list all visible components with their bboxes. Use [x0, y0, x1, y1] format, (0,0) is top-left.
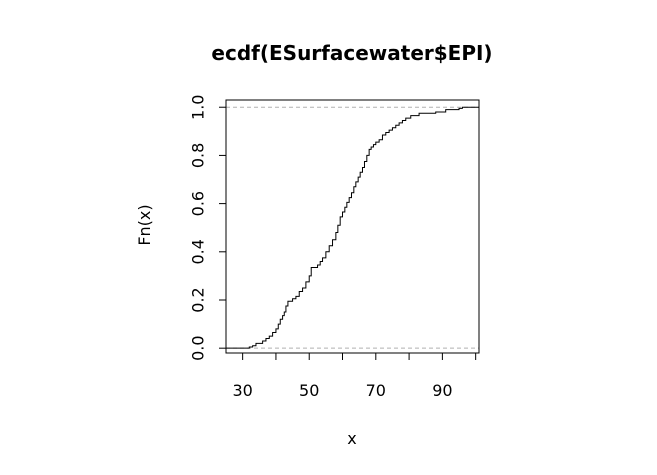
x-tick-label-30: 30 [232, 381, 252, 400]
y-tick-label-0: 0.0 [189, 335, 208, 360]
x-axis: 30 50 70 90 [232, 353, 477, 400]
plot-frame [225, 99, 480, 354]
y-tick-label-0.8: 0.8 [189, 143, 208, 168]
y-axis-label: Fn(x) [135, 204, 154, 245]
x-tick-label-50: 50 [299, 381, 319, 400]
x-axis-label: x [347, 429, 356, 448]
reference-lines [226, 106, 479, 349]
ecdf-step-line [226, 106, 479, 349]
x-tick-label-70: 70 [366, 381, 386, 400]
y-tick-label-1: 1.0 [189, 95, 208, 120]
y-tick-label-0.4: 0.4 [189, 239, 208, 264]
y-tick-label-0.2: 0.2 [189, 287, 208, 312]
ecdf-series-0 [226, 106, 479, 349]
chart-title: ecdf(ESurfacewater$EPI) [211, 41, 492, 65]
y-tick-label-0.6: 0.6 [189, 191, 208, 216]
x-tick-label-90: 90 [432, 381, 452, 400]
y-axis: 0.0 0.2 0.4 0.6 0.8 1.0 [189, 95, 226, 361]
